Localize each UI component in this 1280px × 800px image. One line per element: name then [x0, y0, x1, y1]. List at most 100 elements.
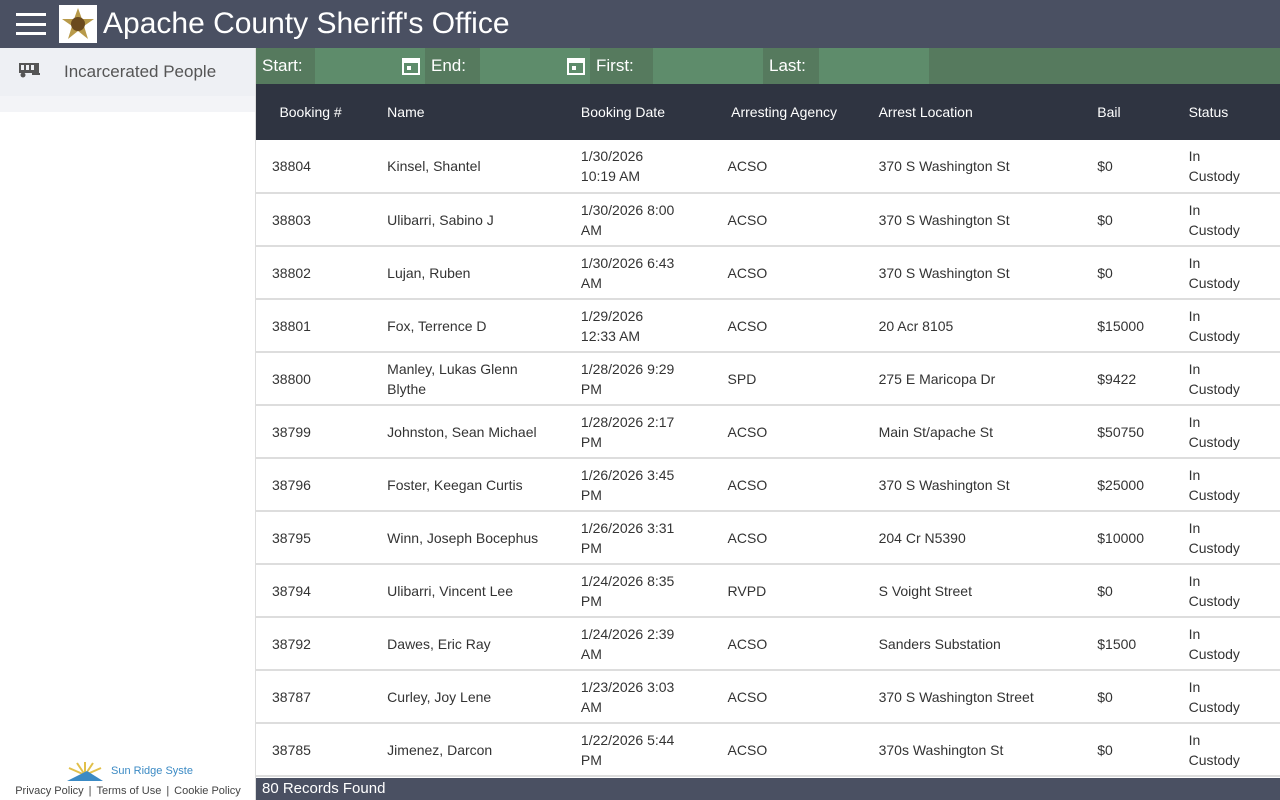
- start-date-input[interactable]: [315, 48, 397, 84]
- cell-arresting-agency: ACSO: [711, 458, 857, 512]
- last-name-input[interactable]: [819, 48, 929, 84]
- sheriff-badge-logo: [59, 5, 97, 43]
- cell-booking-number: 38802: [256, 246, 366, 300]
- table-row[interactable]: 38785 Jimenez, Darcon 1/22/2026 5:44 PM ACS…: [256, 723, 1280, 777]
- cell-booking-number: 38804: [256, 140, 366, 194]
- cell-status: In Custody: [1166, 458, 1280, 512]
- cell-name: Foster, Keegan Curtis: [365, 458, 559, 512]
- table-row[interactable]: 38799 Johnston, Sean Michael 1/28/2026 2:1…: [256, 405, 1280, 459]
- cell-booking-date: 1/28/2026 2:17 PM: [558, 405, 712, 459]
- inmates-table: Booking # Name Booking Date Arresting Agenc…: [256, 84, 1280, 777]
- cell-status: In Custody: [1166, 405, 1280, 459]
- end-date-input[interactable]: [480, 48, 562, 84]
- table-row[interactable]: 38801 Fox, Terrence D 1/29/2026 12:33 AM AC…: [256, 299, 1280, 353]
- records-count: 80 Records Found: [256, 778, 1280, 800]
- cell-arrest-location: Sanders Substation: [856, 617, 1076, 671]
- cell-booking-number: 38785: [256, 723, 366, 777]
- cell-arresting-agency: SPD: [711, 352, 857, 406]
- cell-status: In Custody: [1166, 193, 1280, 247]
- cell-booking-date: 1/30/2026 10:19 AM: [558, 140, 712, 194]
- cell-booking-number: 38801: [256, 299, 366, 353]
- cell-bail: $25000: [1075, 458, 1167, 512]
- cell-booking-number: 38792: [256, 617, 366, 671]
- cell-booking-date: 1/29/2026 12:33 AM: [558, 299, 712, 353]
- cell-bail: $0: [1075, 140, 1167, 194]
- table-row[interactable]: 38804 Kinsel, Shantel 1/30/2026 10:19 AM AC…: [256, 140, 1280, 194]
- cell-arresting-agency: ACSO: [711, 299, 857, 353]
- cell-booking-number: 38787: [256, 670, 366, 724]
- cell-arrest-location: 370 S Washington St: [856, 458, 1076, 512]
- sidebar: Incarcerated People Sun Ridge Syste Priv…: [0, 48, 256, 800]
- cell-booking-number: 38795: [256, 511, 366, 565]
- table-row[interactable]: 38800 Manley, Lukas Glenn Blythe 1/28/2026…: [256, 352, 1280, 406]
- last-name-label: Last:: [763, 48, 819, 84]
- cell-name: Jimenez, Darcon: [365, 723, 559, 777]
- sidebar-footer: Sun Ridge Syste Privacy Policy | Terms of …: [0, 761, 256, 800]
- cell-arrest-location: 370 S Washington St: [856, 246, 1076, 300]
- cell-arrest-location: 370s Washington St: [856, 723, 1076, 777]
- cell-name: Winn, Joseph Bocephus: [365, 511, 559, 565]
- table-row[interactable]: 38796 Foster, Keegan Curtis 1/26/2026 3:45…: [256, 458, 1280, 512]
- hamburger-menu-icon[interactable]: [16, 13, 46, 35]
- cell-arresting-agency: ACSO: [711, 246, 857, 300]
- cell-status: In Custody: [1166, 617, 1280, 671]
- sidebar-item-label: Incarcerated People: [64, 62, 217, 81]
- filter-bar: Start: End: First: Last:: [256, 48, 1280, 84]
- cell-booking-date: 1/26/2026 3:31 PM: [558, 511, 712, 565]
- cell-arresting-agency: ACSO: [711, 193, 857, 247]
- cell-bail: $9422: [1075, 352, 1167, 406]
- cell-name: Ulibarri, Vincent Lee: [365, 564, 559, 618]
- column-header-name[interactable]: Name: [365, 84, 559, 140]
- calendar-icon[interactable]: [562, 48, 590, 84]
- cell-arrest-location: 370 S Washington St: [856, 193, 1076, 247]
- cookie-policy-link[interactable]: Cookie Policy: [174, 785, 241, 797]
- cell-booking-date: 1/24/2026 8:35 PM: [558, 564, 712, 618]
- column-header-status[interactable]: Status: [1166, 84, 1280, 140]
- sidebar-item-incarcerated-people[interactable]: Incarcerated People: [0, 48, 255, 96]
- cell-arrest-location: S Voight Street: [856, 564, 1076, 618]
- cell-bail: $0: [1075, 246, 1167, 300]
- column-header-bail[interactable]: Bail: [1075, 84, 1167, 140]
- cell-name: Kinsel, Shantel: [365, 140, 559, 194]
- cell-name: Ulibarri, Sabino J: [365, 193, 559, 247]
- cell-bail: $0: [1075, 564, 1167, 618]
- page-title: Apache County Sheriff's Office: [103, 7, 510, 40]
- cell-bail: $10000: [1075, 511, 1167, 565]
- cell-bail: $15000: [1075, 299, 1167, 353]
- cell-arresting-agency: ACSO: [711, 511, 857, 565]
- cell-status: In Custody: [1166, 140, 1280, 194]
- calendar-icon[interactable]: [397, 48, 425, 84]
- start-label: Start:: [256, 48, 315, 84]
- cell-booking-number: 38800: [256, 352, 366, 406]
- cell-arresting-agency: ACSO: [711, 617, 857, 671]
- cell-name: Lujan, Ruben: [365, 246, 559, 300]
- cell-booking-date: 1/28/2026 9:29 PM: [558, 352, 712, 406]
- column-header-booking-date[interactable]: Booking Date: [558, 84, 712, 140]
- cell-name: Fox, Terrence D: [365, 299, 559, 353]
- cell-bail: $0: [1075, 193, 1167, 247]
- table-row[interactable]: 38792 Dawes, Eric Ray 1/24/2026 2:39 AM ACS…: [256, 617, 1280, 671]
- table-row[interactable]: 38803 Ulibarri, Sabino J 1/30/2026 8:00 AM…: [256, 193, 1280, 247]
- table-row[interactable]: 38787 Curley, Joy Lene 1/23/2026 3:03 AM AC…: [256, 670, 1280, 724]
- cell-arrest-location: 204 Cr N5390: [856, 511, 1076, 565]
- cell-booking-date: 1/30/2026 6:43 AM: [558, 246, 712, 300]
- cell-name: Curley, Joy Lene: [365, 670, 559, 724]
- table-row[interactable]: 38795 Winn, Joseph Bocephus 1/26/2026 3:31…: [256, 511, 1280, 565]
- column-header-booking-number[interactable]: Booking #: [256, 84, 366, 140]
- cell-arrest-location: 370 S Washington St: [856, 140, 1076, 194]
- table-row[interactable]: 38794 Ulibarri, Vincent Lee 1/24/2026 8:35…: [256, 564, 1280, 618]
- column-header-arrest-location[interactable]: Arrest Location: [856, 84, 1076, 140]
- first-name-input[interactable]: [653, 48, 763, 84]
- cell-name: Johnston, Sean Michael: [365, 405, 559, 459]
- cell-status: In Custody: [1166, 564, 1280, 618]
- cell-booking-date: 1/30/2026 8:00 AM: [558, 193, 712, 247]
- cell-bail: $50750: [1075, 405, 1167, 459]
- cell-status: In Custody: [1166, 246, 1280, 300]
- cell-booking-number: 38796: [256, 458, 366, 512]
- terms-of-use-link[interactable]: Terms of Use: [96, 785, 162, 797]
- privacy-policy-link[interactable]: Privacy Policy: [15, 785, 84, 797]
- cell-arrest-location: 275 E Maricopa Dr: [856, 352, 1076, 406]
- table-row[interactable]: 38802 Lujan, Ruben 1/30/2026 6:43 AM ACSO 37…: [256, 246, 1280, 300]
- cell-name: Dawes, Eric Ray: [365, 617, 559, 671]
- column-header-arresting-agency[interactable]: Arresting Agency: [711, 84, 857, 140]
